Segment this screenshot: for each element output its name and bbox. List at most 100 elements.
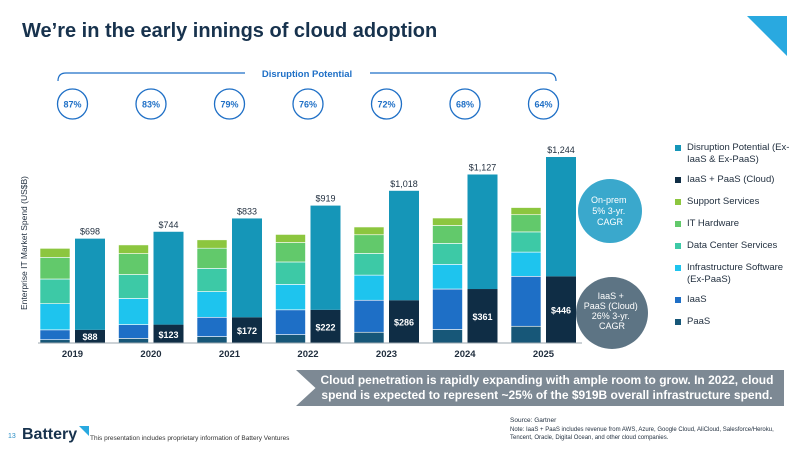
bar-segment-data-center-services [118, 274, 149, 299]
bar-segment-it-hardware [275, 242, 306, 263]
bar-segment-it-hardware [353, 234, 385, 254]
cloud-value-label: $123 [158, 330, 178, 340]
cloud-value-label: $361 [472, 312, 492, 322]
disruption-percent-label: 87% [63, 100, 81, 110]
disruption-percent-label: 79% [220, 100, 238, 110]
bar-segment-data-center-services [196, 268, 228, 292]
logo-text: Battery [22, 426, 78, 443]
disruption-percent-label: 72% [377, 100, 395, 110]
cloud-cagr-line: PaaS (Cloud) [584, 301, 638, 311]
legend-label: IaaS + PaaS (Cloud) [687, 174, 775, 185]
disruption-percent-label: 64% [534, 100, 552, 110]
bar-segment-cloud [389, 300, 419, 343]
onprem-cagr-text: On-prem 5% 3-yr. CAGR [591, 195, 629, 227]
y-axis-label: Enterprise IT Market Spend (US$B) [19, 176, 29, 310]
legend-swatch [675, 243, 681, 249]
bar-segment-disruption-potential [153, 231, 184, 325]
cloud-cagr-line: 26% 3-yr. [592, 311, 630, 321]
disruption-percent-label: 76% [299, 100, 317, 110]
bar-segment-paas [196, 336, 228, 344]
total-value-label: $1,018 [390, 179, 418, 189]
bar-segment-paas [510, 325, 542, 344]
bar-segment-data-center-services [275, 261, 306, 285]
total-value-label: $833 [237, 206, 257, 216]
legend-swatch [675, 319, 681, 325]
legend-label: IT Hardware [687, 218, 740, 229]
page-number: 13 [8, 433, 16, 440]
bar-segment-iaas [275, 309, 306, 335]
bar-segment-paas [432, 329, 463, 344]
x-tick-label: 2023 [376, 349, 397, 360]
bar-segment-cloud [153, 324, 184, 343]
x-tick-label: 2022 [297, 349, 318, 360]
bar-segment-paas [353, 331, 385, 344]
legend-swatch [675, 177, 681, 183]
cloud-value-label: $286 [394, 318, 414, 328]
disruption-circle [527, 88, 560, 120]
legend-item: IaaS [675, 294, 799, 316]
legend-label: Infrastructure Software (Ex-PaaS) [687, 262, 784, 285]
bar-segment-it-hardware [196, 247, 228, 269]
onprem-cagr-circle [578, 179, 642, 243]
bar-segment-cloud [467, 289, 498, 343]
bar-segment-infrastructure-software-ex-paas [275, 284, 306, 311]
legend-item: PaaS [675, 316, 799, 338]
disruption-circle [213, 88, 246, 120]
x-tick-label: 2021 [219, 349, 241, 360]
legend-item: IT Hardware [675, 218, 799, 240]
bar-segment-disruption-potential [310, 205, 341, 310]
bars-group: $88 $698 $123 $744 $172 $833 $222 $919 $286 $1,01… [39, 145, 576, 344]
bar-segment-iaas [196, 316, 228, 337]
cloud-cagr-line: CAGR [599, 321, 626, 331]
page-title: We’re in the early innings of cloud adop… [22, 20, 438, 42]
bar-segment-disruption-potential [389, 190, 419, 301]
bar-segment-data-center-services [432, 243, 463, 265]
bar-segment-support-services [510, 207, 542, 216]
bar-segment-iaas [432, 288, 463, 330]
bar-segment-iaas [118, 324, 149, 339]
disruption-bracket [57, 72, 557, 82]
total-value-label: $1,244 [547, 145, 575, 155]
legend-item: Support Services [675, 196, 799, 218]
bar-segment-disruption-potential [232, 218, 262, 318]
bar-segment-infrastructure-software-ex-paas [39, 303, 71, 331]
bar-segment-it-hardware [39, 257, 71, 280]
onprem-cagr-line: 5% 3-yr. [592, 206, 625, 216]
bar-segment-iaas [510, 276, 542, 327]
bar-segment-disruption-potential [75, 238, 105, 330]
bar-segment-it-hardware [118, 253, 149, 275]
disruption-circle [370, 88, 403, 120]
legend-label: Data Center Services [687, 240, 778, 251]
footnote: Note: IaaS + PaaS includes revenue from … [510, 427, 774, 441]
cloud-cagr-text: IaaS + PaaS (Cloud) 26% 3-yr. CAGR [584, 291, 641, 331]
bar-segment-cloud [546, 276, 576, 343]
legend-swatch [675, 145, 681, 151]
bar-segment-iaas [39, 329, 71, 341]
legend-swatch [675, 199, 681, 205]
disruption-circle [135, 88, 167, 120]
bar-segment-cloud [75, 329, 105, 343]
total-value-label: $919 [315, 194, 335, 204]
legend-label: Disruption Potential (Ex-IaaS & Ex-PaaS) [687, 142, 790, 165]
bar-segment-support-services [432, 217, 463, 226]
legend-swatch [675, 221, 681, 227]
legend-label: Support Services [687, 196, 760, 207]
bar-segment-data-center-services [39, 278, 71, 304]
bar-segment-infrastructure-software-ex-paas [510, 251, 542, 277]
x-tick-label: 2019 [62, 349, 83, 360]
bar-segment-data-center-services [353, 253, 385, 276]
bar-segment-infrastructure-software-ex-paas [196, 291, 228, 318]
total-value-label: $698 [80, 227, 100, 237]
legend-swatch [675, 265, 681, 271]
bar-segment-paas [118, 338, 149, 344]
total-value-label: $744 [158, 220, 178, 230]
disruption-potential-header: Disruption Potential [262, 69, 352, 80]
bar-segment-infrastructure-software-ex-paas [432, 264, 463, 290]
logo-triangle-icon [79, 426, 90, 436]
legend-label: IaaS [687, 294, 707, 305]
bar-segment-infrastructure-software-ex-paas [353, 274, 385, 301]
legend-swatch [675, 297, 681, 303]
bar-segment-cloud [310, 309, 341, 343]
bar-segment-cloud [232, 317, 262, 343]
